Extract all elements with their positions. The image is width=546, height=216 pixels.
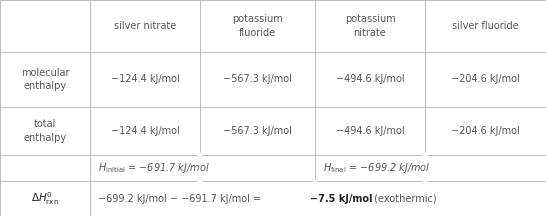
Text: −204.6 kJ/mol: −204.6 kJ/mol (451, 126, 520, 136)
Text: −124.4 kJ/mol: −124.4 kJ/mol (111, 126, 180, 136)
Text: −494.6 kJ/mol: −494.6 kJ/mol (336, 75, 404, 84)
Text: −124.4 kJ/mol: −124.4 kJ/mol (111, 75, 180, 84)
Text: molecular
enthalpy: molecular enthalpy (21, 68, 69, 91)
Text: $\Delta H^0_{\mathrm{rxn}}$: $\Delta H^0_{\mathrm{rxn}}$ (31, 190, 59, 207)
Text: −567.3 kJ/mol: −567.3 kJ/mol (223, 126, 292, 136)
Text: potassium
fluoride: potassium fluoride (232, 14, 283, 38)
Text: $H_{\mathrm{initial}}$ = −691.7 kJ/mol: $H_{\mathrm{initial}}$ = −691.7 kJ/mol (98, 161, 210, 175)
Text: potassium
nitrate: potassium nitrate (345, 14, 395, 38)
Text: (exothermic): (exothermic) (371, 194, 437, 203)
Text: total
enthalpy: total enthalpy (23, 119, 67, 143)
Text: silver nitrate: silver nitrate (114, 21, 176, 31)
Text: −699.2 kJ/mol − −691.7 kJ/mol =: −699.2 kJ/mol − −691.7 kJ/mol = (98, 194, 264, 203)
Text: −494.6 kJ/mol: −494.6 kJ/mol (336, 126, 404, 136)
Text: −567.3 kJ/mol: −567.3 kJ/mol (223, 75, 292, 84)
Text: silver fluoride: silver fluoride (452, 21, 519, 31)
Text: $H_{\mathrm{final}}$ = −699.2 kJ/mol: $H_{\mathrm{final}}$ = −699.2 kJ/mol (323, 161, 431, 175)
Text: −204.6 kJ/mol: −204.6 kJ/mol (451, 75, 520, 84)
Text: −7.5 kJ/mol: −7.5 kJ/mol (311, 194, 373, 203)
